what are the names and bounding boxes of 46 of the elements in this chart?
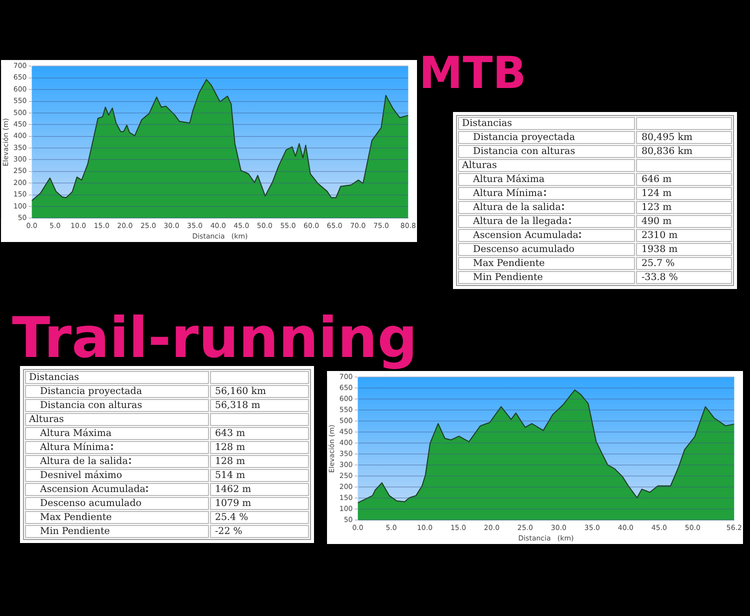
category-label: Min Pendiente	[25, 525, 209, 538]
text: 514 m	[214, 470, 246, 481]
text: 1938 m	[641, 244, 678, 255]
text: 80,836 km	[641, 146, 692, 157]
category-label: Altura de la llegada	[458, 215, 636, 228]
category-label: Distancias	[458, 117, 636, 130]
text: Trail-running	[12, 306, 418, 371]
text: 25.7 %	[641, 258, 675, 269]
category-label: Max Pendiente	[25, 511, 209, 524]
text: 2310 m	[641, 230, 678, 241]
text: -33.8 %	[641, 272, 678, 283]
category-label: Alturas	[458, 159, 636, 172]
text: 123 m	[641, 202, 672, 213]
category-label: Distancia con alturas	[25, 399, 209, 412]
text: 25.4 %	[214, 512, 248, 523]
category-label: Altura de la salida	[25, 455, 209, 468]
category-label: Min Pendiente	[458, 271, 636, 284]
category-label: Ascension Acumulada	[25, 483, 209, 496]
category-label: Max Pendiente	[458, 257, 636, 270]
category-label: Altura Mínima	[458, 187, 636, 200]
category-label: Distancia con alturas	[458, 145, 636, 158]
category-label: Descenso acumulado	[458, 243, 636, 256]
text: 490 m	[641, 216, 672, 227]
text: MTB	[419, 48, 526, 99]
category-label: Descenso acumulado	[25, 497, 209, 510]
category-label: Ascension Acumulada	[458, 229, 636, 242]
category-label: Desnivel máximo	[25, 469, 209, 482]
text: -22 %	[214, 526, 242, 537]
category-label: Altura Máxima	[458, 173, 636, 186]
text: 80,495 km	[641, 132, 692, 143]
category-label: Altura Mínima	[25, 441, 209, 454]
text: 128 m	[214, 442, 246, 453]
text: 1079 m	[214, 498, 252, 509]
text: 643 m	[214, 428, 246, 439]
text: 124 m	[641, 188, 672, 199]
text: 128 m	[214, 456, 246, 467]
category-label: Altura Máxima	[25, 427, 209, 440]
category-label: Distancia proyectada	[25, 385, 209, 398]
text: 1462 m	[214, 484, 252, 495]
category-label: Distancias	[25, 371, 209, 384]
category-label: Distancia proyectada	[458, 131, 636, 144]
text: 646 m	[641, 174, 672, 185]
category-label: Altura de la salida	[458, 201, 636, 214]
text: 56,160 km	[214, 386, 266, 397]
category-label: Alturas	[25, 413, 209, 426]
text: 56,318 m	[214, 400, 260, 411]
